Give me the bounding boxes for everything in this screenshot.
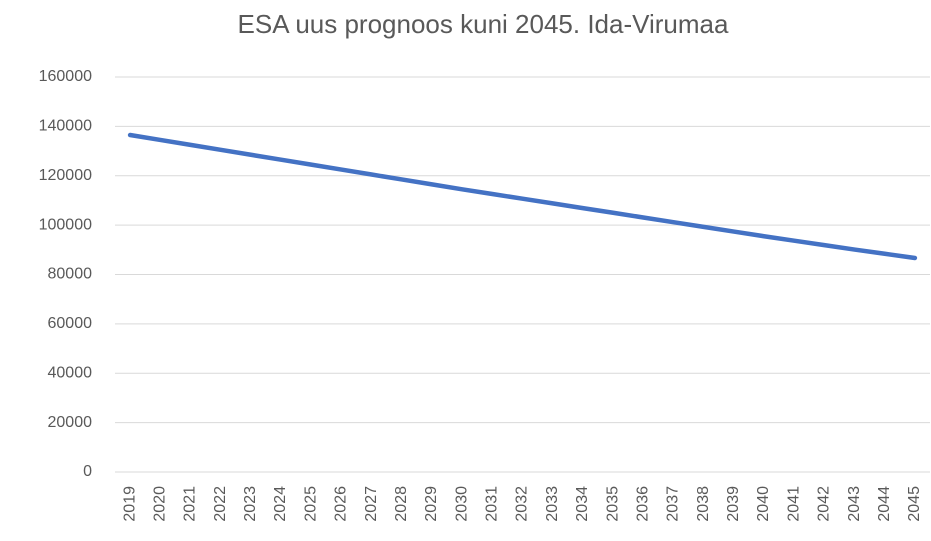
x-tick-label: 2031 bbox=[484, 486, 501, 522]
x-tick-label: 2020 bbox=[151, 486, 168, 522]
x-tick-label: 2026 bbox=[333, 486, 350, 522]
x-tick-label: 2021 bbox=[182, 486, 199, 522]
x-tick-label: 2024 bbox=[272, 486, 289, 522]
x-tick-label: 2022 bbox=[212, 486, 229, 522]
x-tick-label: 2038 bbox=[695, 486, 712, 522]
x-tick-label: 2030 bbox=[453, 486, 470, 522]
x-tick-label: 2025 bbox=[302, 486, 319, 522]
x-tick-label: 2036 bbox=[634, 486, 651, 522]
line-series bbox=[127, 132, 918, 261]
x-tick-label: 2043 bbox=[846, 486, 863, 522]
y-tick-label: 100000 bbox=[39, 216, 92, 233]
x-tick-label: 2045 bbox=[906, 486, 923, 522]
y-tick-label: 0 bbox=[83, 463, 92, 480]
x-tick-label: 2032 bbox=[514, 486, 531, 522]
x-tick-label: 2044 bbox=[876, 486, 893, 522]
y-tick-label: 160000 bbox=[39, 68, 92, 85]
x-tick-label: 2040 bbox=[755, 486, 772, 522]
x-tick-label: 2042 bbox=[816, 486, 833, 522]
x-tick-label: 2041 bbox=[785, 486, 802, 522]
x-tick-label: 2039 bbox=[725, 486, 742, 522]
x-tick-label: 2037 bbox=[665, 486, 682, 522]
x-tick-label: 2019 bbox=[121, 486, 138, 522]
y-tick-label: 60000 bbox=[48, 315, 93, 332]
x-tick-label: 2023 bbox=[242, 486, 259, 522]
chart-title: ESA uus prognoos kuni 2045. Ida-Virumaa bbox=[238, 9, 729, 39]
y-tick-label: 20000 bbox=[48, 414, 93, 431]
x-tick-label: 2033 bbox=[544, 486, 561, 522]
x-tick-label: 2027 bbox=[363, 486, 380, 522]
x-tick-label: 2034 bbox=[574, 486, 591, 522]
y-tick-label: 40000 bbox=[48, 364, 93, 381]
x-tick-label: 2035 bbox=[604, 486, 621, 522]
y-tick-label: 120000 bbox=[39, 167, 92, 184]
x-tick-label: 2028 bbox=[393, 486, 410, 522]
y-tick-label: 80000 bbox=[48, 266, 93, 283]
y-tick-label: 140000 bbox=[39, 118, 92, 135]
x-tick-label: 2029 bbox=[423, 486, 440, 522]
